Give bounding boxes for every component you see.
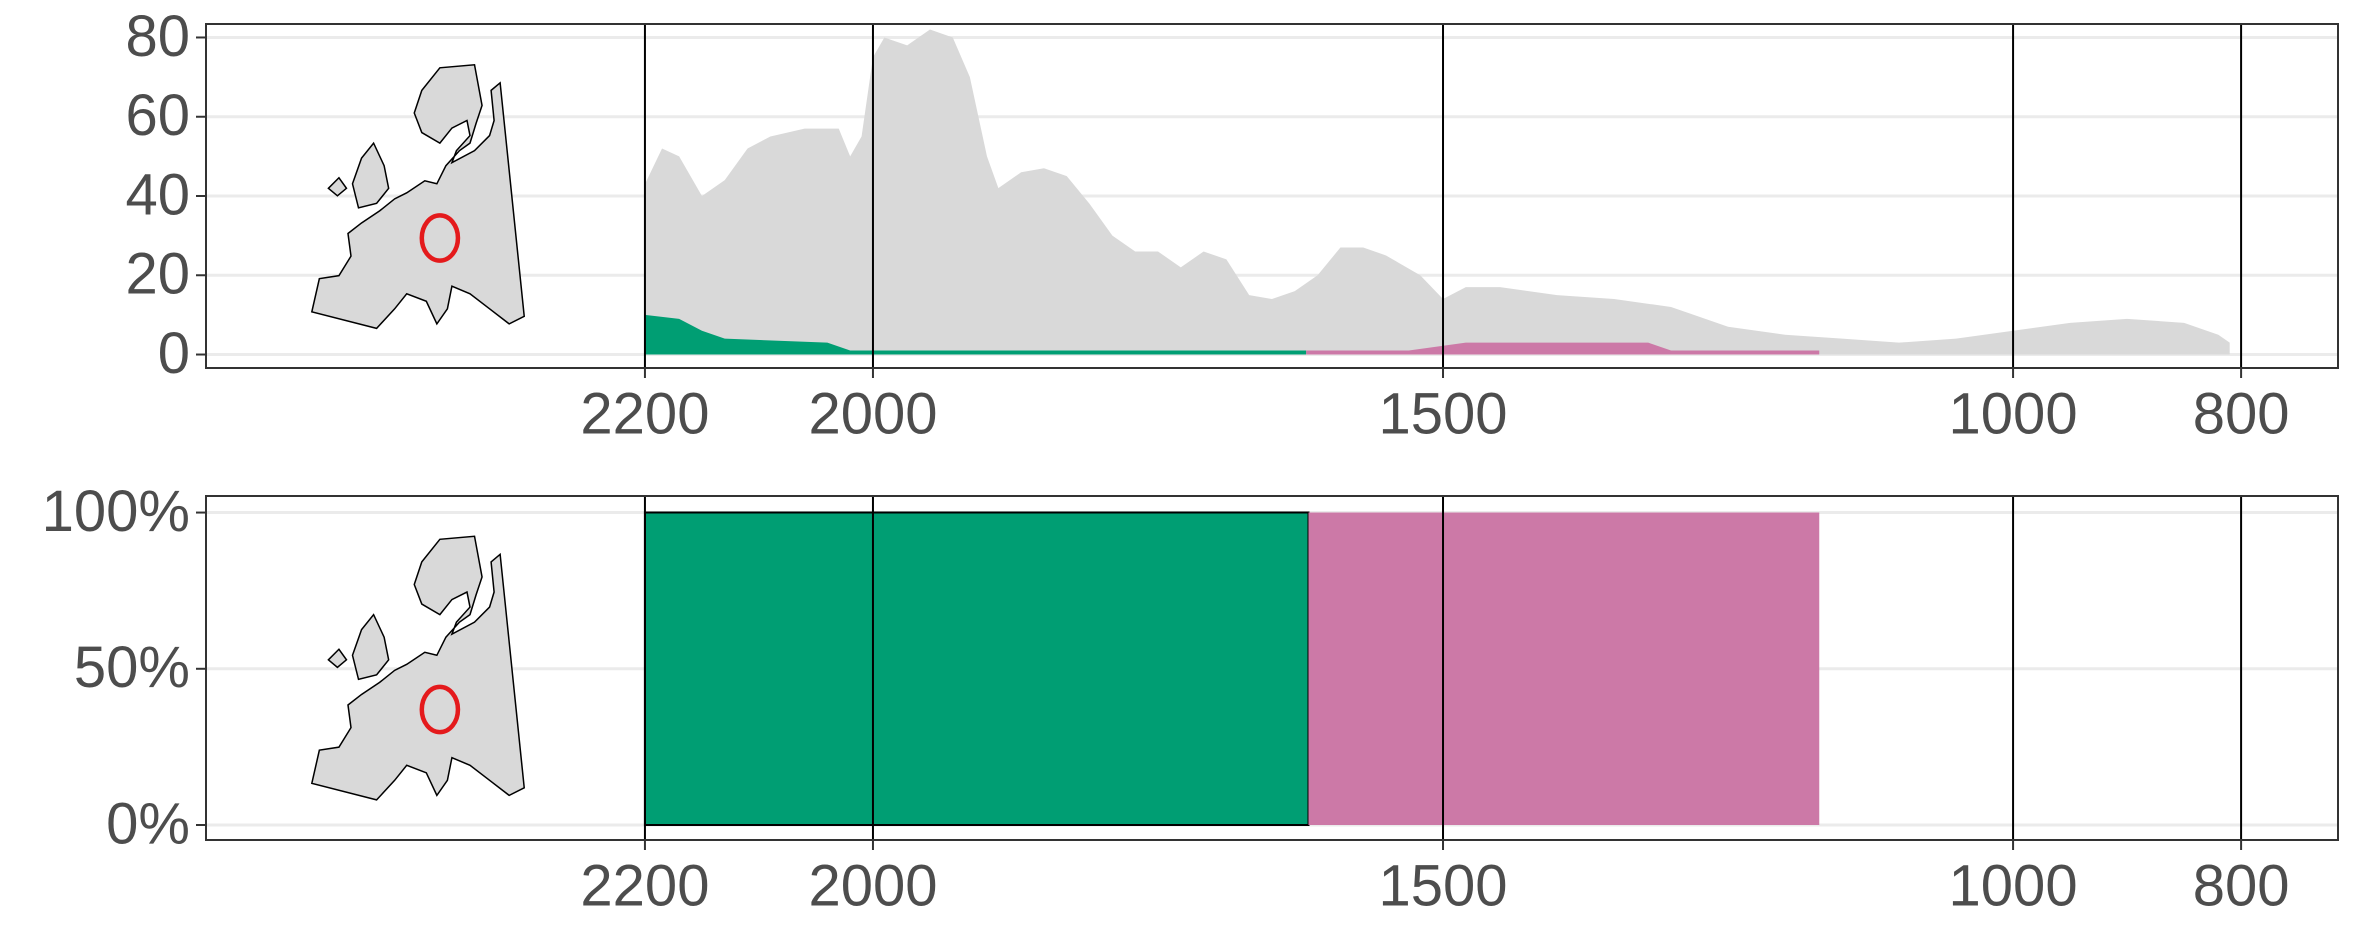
x-tick-label: 2200 [580, 381, 709, 446]
y-tick-label: 50% [74, 635, 190, 700]
panel-border [205, 495, 2339, 841]
x-tick-label: 2000 [808, 853, 937, 918]
y-tick-label: 100% [42, 479, 190, 544]
inset-map [310, 535, 526, 801]
x-tick-label: 1000 [1949, 853, 2078, 918]
x-tick-label: 2000 [808, 381, 937, 446]
area [1306, 342, 1820, 355]
x-tick-label: 1000 [1949, 381, 2078, 446]
x-tick-label: 2200 [580, 853, 709, 918]
map-outline [310, 535, 526, 801]
map-outline [310, 63, 526, 330]
y-tick-label: 60 [125, 83, 190, 148]
area [1308, 512, 1820, 826]
map-marker [419, 684, 461, 735]
area [644, 314, 1307, 355]
panel-border [205, 23, 2339, 369]
y-tick-label: 20 [125, 242, 190, 307]
x-tick-label: 1500 [1379, 853, 1508, 918]
x-tick-label: 800 [2193, 853, 2290, 918]
x-tick-label: 1500 [1379, 381, 1508, 446]
inset-map [310, 63, 526, 330]
area [643, 511, 1310, 827]
y-tick-label: 0 [158, 321, 190, 386]
y-tick-label: 40 [125, 162, 190, 227]
y-tick-label: 80 [125, 4, 190, 69]
map-marker [419, 213, 461, 263]
area [644, 29, 2230, 355]
y-tick-label: 0% [106, 791, 190, 856]
x-tick-label: 800 [2193, 381, 2290, 446]
